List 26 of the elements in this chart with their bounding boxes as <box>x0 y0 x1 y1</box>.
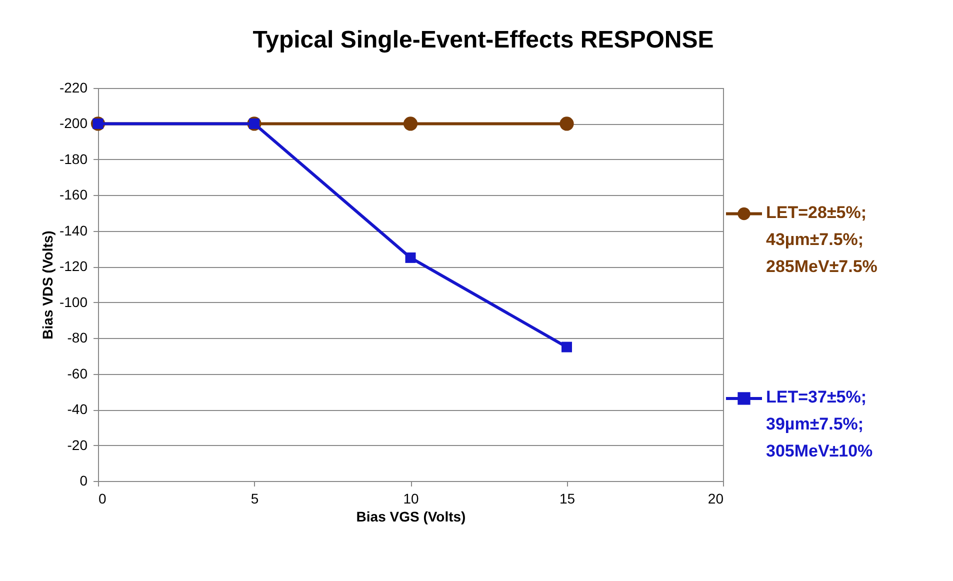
y-tick-label: -20 <box>67 436 88 453</box>
y-axis-title: Bias VDS (Volts) <box>39 230 56 340</box>
x-tick-label: 10 <box>403 490 419 506</box>
x-tick-label: 0 <box>98 490 106 506</box>
x-tick-label: 5 <box>250 490 259 506</box>
chart-title: Typical Single-Event-Effects RESPONSE <box>252 26 714 54</box>
legend-label: LET=28±5%; 43µm±7.5%; 285MeV±7.5% <box>766 202 878 276</box>
point <box>562 342 572 352</box>
point <box>560 116 574 131</box>
y-tick-label: -220 <box>59 80 88 96</box>
y-tick-label: -120 <box>59 258 88 274</box>
y-tick-label: -40 <box>67 401 88 418</box>
legend-label: LET=37±5%; 39µm±7.5%; 305MeV±10% <box>766 387 873 460</box>
y-tick-label: -100 <box>59 294 88 310</box>
y-tick-label: 0 <box>80 472 88 488</box>
y-tick-label: -80 <box>67 330 88 346</box>
y-tick-label: -60 <box>67 365 88 382</box>
y-tick-label: -180 <box>59 150 88 167</box>
y-tick-label: -160 <box>59 186 88 203</box>
point <box>405 252 416 263</box>
y-tick-label: -200 <box>59 115 88 132</box>
x-axis-title: Bias VGS (Volts) <box>356 508 466 524</box>
x-tick-label: 15 <box>559 490 576 506</box>
point <box>403 116 418 131</box>
x-tick-label: 20 <box>708 490 724 506</box>
y-tick-label: -140 <box>59 222 88 238</box>
